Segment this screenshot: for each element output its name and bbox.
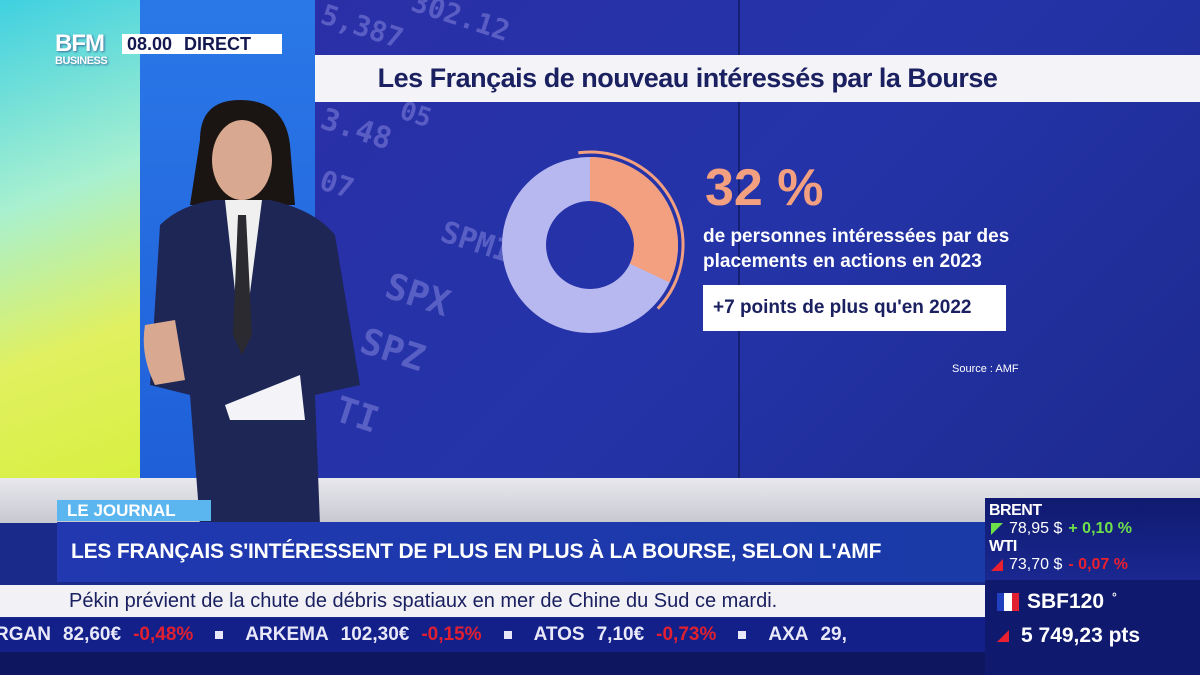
bg-number: 302.12 [407, 0, 514, 48]
donut-slice-highlight [589, 157, 678, 283]
presenter [143, 100, 360, 525]
arrow-down-green-icon [991, 523, 1003, 535]
ticker-name: ATOS [533, 624, 585, 645]
brent-price: 78,95 $ [1009, 520, 1063, 537]
ticker-separator [215, 631, 224, 639]
bottom-strip [0, 652, 985, 675]
description-line-2: placements en actions en 2023 [703, 251, 982, 272]
oil-prices: BRENT 78,95 $ + 0,10 % WTI 73,70 $ - 0,07 … [985, 498, 1200, 580]
index-name: SBF120 [1027, 590, 1105, 613]
ticker-name: RGAN [0, 624, 51, 645]
bg-number: SPX [380, 265, 455, 326]
live-label: DIRECT [184, 33, 252, 54]
index-marker: ° [1112, 590, 1117, 604]
description-line-1: de personnes intéressées par des [703, 226, 1010, 247]
clock-time: 08.00 [127, 33, 173, 54]
ticker-price: 7,10€ [596, 624, 645, 645]
ticker-name: AXA [768, 624, 809, 645]
channel-logo: BFM BUSINESS [55, 30, 118, 77]
ticker-item: ARKEMA 102,30€ -0,15% [245, 624, 481, 646]
ticker-price: 102,30€ [340, 624, 410, 645]
news-subline: Pékin prévient de la chute de débris spa… [0, 585, 985, 617]
ticker-separator [738, 631, 747, 639]
stock-ticker: RGAN 82,60€ -0,48% ARKEMA 102,30€ -0,15% ATO… [0, 618, 985, 652]
ticker-item: RGAN 82,60€ -0,48% [0, 624, 193, 646]
wti-change: - 0,07 % [1068, 556, 1128, 573]
ticker-price: 29, [820, 624, 847, 645]
time-live-box: 08.00 DIRECT [122, 34, 282, 54]
segment-tag: LE JOURNAL [57, 500, 211, 521]
ticker-name: ARKEMA [245, 624, 329, 645]
brent-name: BRENT [989, 502, 1042, 519]
wti-name: WTI [989, 538, 1017, 555]
delta-label: +7 points de plus qu'en 2022 [703, 285, 1006, 331]
donut-outer-ring [578, 150, 685, 310]
donut-chart [502, 150, 685, 333]
arrow-up-red-icon [997, 630, 1009, 642]
percentage-value: 32 % [705, 159, 824, 217]
arrow-up-red-icon [991, 559, 1003, 571]
logo-line-1: BFM [55, 30, 105, 57]
ticker-change: -0,15% [421, 624, 482, 645]
ticker-change: -0,48% [133, 624, 194, 645]
index-value: 5 749,23 pts [1021, 624, 1141, 647]
ticker-item: ATOS 7,10€ -0,73% [534, 624, 717, 646]
wti-price: 73,70 $ [1009, 556, 1063, 573]
wti-row: 73,70 $ - 0,07 % [989, 556, 1200, 574]
brent-row: 78,95 $ + 0,10 % [989, 520, 1200, 538]
bg-number: 5,387 [316, 0, 408, 56]
ticker-price: 82,60€ [62, 624, 122, 645]
ticker-separator [503, 631, 512, 639]
france-flag-icon [997, 593, 1019, 611]
market-panel: BRENT 78,95 $ + 0,10 % WTI 73,70 $ - 0,07 … [985, 498, 1200, 675]
studio-wall-left [0, 0, 140, 480]
source-label: Source : AMF [952, 363, 1019, 375]
ticker-item: AXA 29, [768, 624, 847, 646]
graphic-title: Les Français de nouveau intéressés par l… [315, 55, 1200, 102]
ticker-change: -0,73% [656, 624, 717, 645]
headline: LES FRANÇAIS S'INTÉRESSENT DE PLUS EN PL… [57, 522, 985, 582]
screen-seam [738, 0, 740, 480]
index-block: SBF120 ° 5 749,23 pts [985, 580, 1200, 648]
brent-change: + 0,10 % [1068, 520, 1132, 537]
logo-line-2: BUSINESS [55, 55, 108, 67]
